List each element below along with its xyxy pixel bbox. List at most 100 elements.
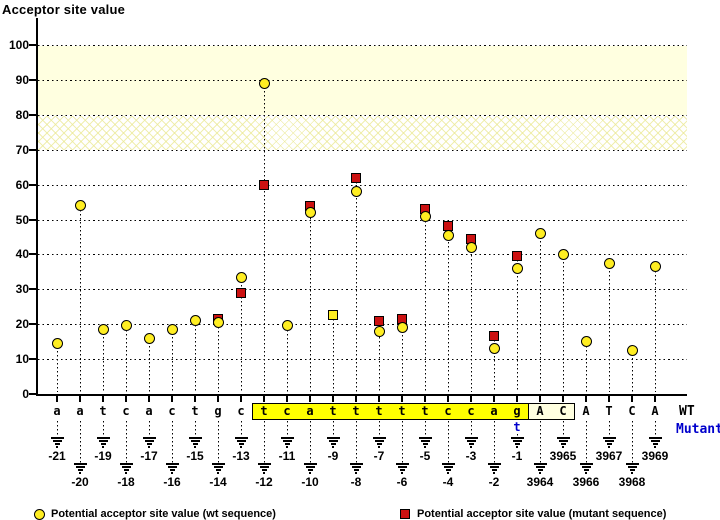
ground-bar	[627, 466, 637, 468]
ground-bar	[190, 440, 200, 442]
mutant-base-letter: t	[513, 420, 521, 434]
x-axis-tick	[171, 396, 173, 402]
position-drop-line	[218, 421, 219, 463]
ground-bar	[217, 472, 219, 474]
ground-bar	[654, 446, 656, 448]
value-stem	[379, 320, 380, 392]
x-axis-line	[36, 394, 687, 396]
ground-bar	[625, 463, 639, 465]
position-drop-line	[402, 421, 403, 463]
y-axis-tick-label: 30	[15, 282, 29, 296]
sequence-base: A	[651, 404, 659, 418]
y-axis-tick	[29, 358, 36, 360]
value-stem	[310, 205, 311, 392]
sequence-base: C	[559, 404, 567, 418]
ground-bar	[606, 443, 612, 445]
sequence-base: a	[53, 404, 61, 418]
x-axis-tick	[332, 396, 334, 402]
ground-bar	[144, 440, 154, 442]
y-gridline	[38, 80, 687, 81]
ground-bar	[50, 437, 64, 439]
ground-symbol-icon	[188, 437, 202, 448]
position-drop-line	[448, 421, 449, 463]
position-drop-line	[103, 421, 104, 437]
wt-value-marker	[465, 241, 477, 253]
ground-symbol-icon	[142, 437, 156, 448]
ground-bar	[558, 440, 568, 442]
ground-bar	[192, 443, 198, 445]
ground-symbol-icon	[418, 437, 432, 448]
ground-bar	[211, 463, 225, 465]
wt-value-marker	[235, 271, 247, 283]
ground-bar	[602, 437, 616, 439]
ground-bar	[309, 472, 311, 474]
legend-mutant-label: Potential acceptor site value (mutant se…	[417, 508, 667, 520]
ground-bar	[215, 469, 221, 471]
ground-bar	[167, 466, 177, 468]
ground-bar	[629, 469, 635, 471]
position-drop-line	[310, 421, 311, 463]
wt-circle-icon	[34, 509, 45, 520]
y-axis-tick	[29, 393, 36, 395]
x-axis-tick	[470, 396, 472, 402]
legend-wt-label: Potential acceptor site value (wt sequen…	[51, 508, 276, 520]
position-label: -15	[186, 449, 204, 463]
ground-bar	[420, 440, 430, 442]
ground-bar	[445, 469, 451, 471]
x-axis-tick	[539, 396, 541, 402]
x-axis-tick	[148, 396, 150, 402]
ground-bar	[424, 446, 426, 448]
position-label: -4	[442, 475, 454, 489]
ground-bar	[535, 466, 545, 468]
ground-bar	[631, 472, 633, 474]
position-label: -11	[278, 449, 296, 463]
value-stem	[586, 341, 587, 392]
ground-bar	[171, 472, 173, 474]
y-axis-tick-label: 100	[8, 38, 29, 52]
sequence-base: t	[398, 404, 406, 418]
sequence-base: c	[467, 404, 475, 418]
sequence-base: a	[490, 404, 498, 418]
y-gridline	[38, 359, 687, 360]
legend-wt: Potential acceptor site value (wt sequen…	[34, 506, 364, 520]
y-axis-tick-label: 0	[22, 387, 29, 401]
y-axis-tick	[29, 79, 36, 81]
position-label: -14	[209, 475, 227, 489]
x-axis-tick	[102, 396, 104, 402]
ground-bar	[100, 443, 106, 445]
y-axis-line	[36, 18, 38, 396]
mutant-value-marker	[374, 315, 384, 326]
mutant-value-marker	[259, 179, 269, 190]
ground-bar	[604, 440, 614, 442]
position-label: -10	[301, 475, 319, 489]
position-drop-line	[356, 421, 357, 463]
position-drop-line	[540, 421, 541, 463]
ground-bar	[539, 472, 541, 474]
position-label: -20	[71, 475, 89, 489]
ground-bar	[148, 446, 150, 448]
sequence-base: c	[444, 404, 452, 418]
ground-bar	[401, 472, 403, 474]
ground-symbol-icon	[326, 437, 340, 448]
ground-symbol-icon	[464, 437, 478, 448]
y-axis-tick-label: 40	[15, 247, 29, 261]
ground-bar	[537, 469, 543, 471]
x-axis-tick	[263, 396, 265, 402]
ground-bar	[332, 446, 334, 448]
y-axis-tick-label: 10	[15, 352, 29, 366]
value-stem	[425, 209, 426, 392]
value-stem	[241, 277, 242, 392]
ground-bar	[560, 443, 566, 445]
ground-symbol-icon	[602, 437, 616, 448]
ground-bar	[142, 437, 156, 439]
wt-value-marker	[281, 320, 293, 332]
position-label: -5	[419, 449, 431, 463]
ground-bar	[280, 437, 294, 439]
y-axis-tick-label: 20	[15, 317, 29, 331]
wt-value-marker	[419, 210, 431, 222]
sequence-base: c	[283, 404, 291, 418]
y-axis-tick	[29, 149, 36, 151]
wt-value-marker	[649, 261, 661, 273]
ground-symbol-icon	[257, 463, 271, 474]
